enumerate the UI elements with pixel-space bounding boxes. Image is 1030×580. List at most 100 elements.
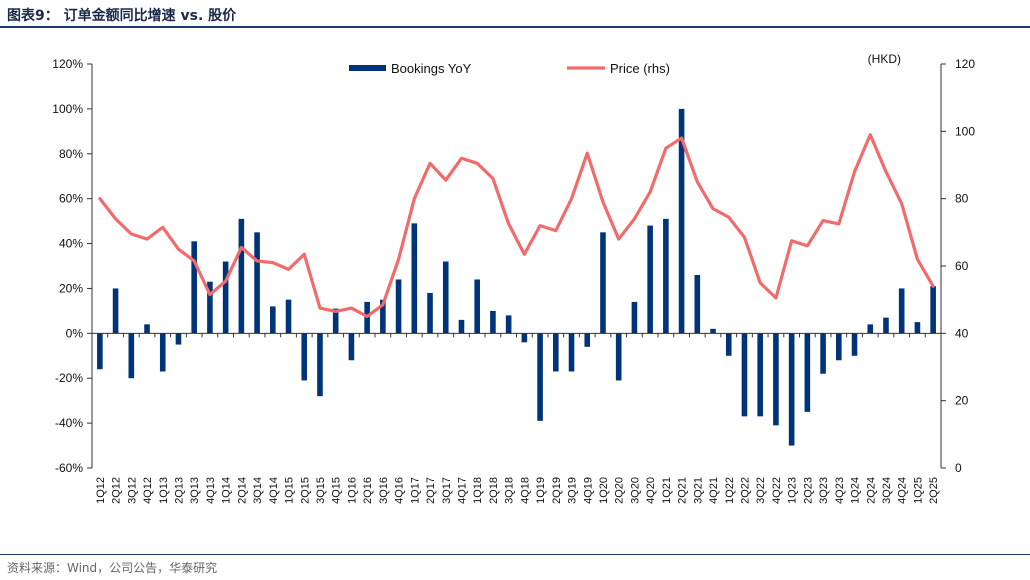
right-axis-tick-label: 120: [955, 57, 975, 71]
category-label: 3Q14: [252, 477, 264, 504]
category-label: 1Q24: [850, 477, 862, 504]
bar-bookings-yoy: [773, 333, 779, 426]
category-label: 2Q22: [739, 477, 751, 504]
category-label: 2Q13: [173, 477, 185, 504]
left-axis-tick-label: 80%: [59, 147, 83, 161]
right-axis-tick-label: 100: [955, 124, 975, 138]
left-axis-tick-label: 120%: [52, 57, 83, 71]
bar-bookings-yoy: [804, 333, 811, 412]
category-label: 3Q19: [567, 477, 579, 504]
bar-bookings-yoy: [159, 333, 166, 372]
figure-title: 图表9： 订单金额同比增速 vs. 股价: [7, 8, 237, 24]
bar-bookings-yoy: [348, 333, 355, 361]
bar-bookings-yoy: [97, 333, 103, 370]
category-label: 4Q15: [331, 477, 343, 504]
bar-bookings-yoy: [584, 333, 591, 347]
category-label: 3Q12: [126, 477, 138, 504]
category-label: 4Q14: [268, 477, 280, 504]
category-label: 4Q23: [834, 477, 846, 504]
source-note: 资料来源：Wind，公司公告，华泰研究: [7, 561, 218, 575]
right-axis-unit-label: (HKD): [868, 52, 901, 66]
category-label: 1Q14: [221, 477, 233, 504]
bar-bookings-yoy: [741, 333, 748, 417]
bookings-vs-price-chart: -60% -40% -20% 0% 20% 40% 60% 80% 100% 120% 0 20 40 6…: [52, 52, 975, 504]
bar-bookings-yoy: [490, 310, 496, 334]
category-label: 2Q18: [488, 477, 500, 504]
bar-bookings-yoy: [851, 333, 858, 356]
bar-bookings-yoy: [505, 315, 512, 334]
category-label: 2Q17: [425, 477, 437, 504]
category-label: 1Q19: [535, 477, 547, 504]
legend-swatch-bookings: [349, 65, 386, 71]
bar-bookings-yoy: [222, 261, 229, 334]
bar-bookings-yoy: [301, 333, 308, 381]
bar-bookings-yoy: [930, 286, 936, 334]
bar-bookings-yoy: [380, 299, 386, 334]
bar-bookings-yoy: [757, 333, 763, 417]
category-label: 2Q14: [236, 477, 248, 504]
category-label: 2Q25: [928, 477, 940, 504]
category-label: 2Q24: [865, 477, 877, 504]
category-label: 4Q22: [771, 477, 783, 504]
bar-bookings-yoy: [144, 324, 150, 334]
category-label: 2Q15: [299, 477, 311, 504]
bar-bookings-yoy: [521, 333, 528, 343]
category-label: 4Q17: [456, 477, 468, 504]
category-label: 2Q21: [677, 477, 689, 504]
category-label: 3Q23: [818, 477, 830, 504]
category-label: 1Q20: [598, 477, 610, 504]
title-rule: [0, 26, 1030, 28]
category-label: 2Q16: [362, 477, 374, 504]
category-label: 3Q15: [315, 477, 327, 504]
bar-bookings-yoy: [600, 232, 606, 334]
category-label: 1Q18: [472, 477, 484, 504]
category-label: 3Q18: [504, 477, 516, 504]
right-axis-tick-label: 80: [955, 192, 969, 206]
bar-bookings-yoy: [663, 218, 669, 334]
bar-bookings-yoy: [678, 108, 685, 334]
bar-bookings-yoy: [395, 279, 402, 334]
left-axis-tick-label: -40%: [55, 416, 83, 430]
right-axis-tick-label: 20: [955, 394, 969, 408]
category-label: 1Q22: [724, 477, 736, 504]
left-axis-tick-label: -20%: [55, 371, 83, 385]
category-label: 2Q19: [551, 477, 563, 504]
category-label: 1Q23: [787, 477, 799, 504]
category-label: 2Q20: [614, 477, 626, 504]
right-axis-tick-label: 60: [955, 259, 969, 273]
left-axis-tick-label: 20%: [59, 281, 83, 295]
bar-bookings-yoy: [238, 218, 245, 334]
bar-bookings-yoy: [427, 292, 433, 334]
bar-bookings-yoy: [175, 333, 182, 345]
category-label: 4Q16: [394, 477, 406, 504]
category-label: 1Q13: [158, 477, 170, 504]
category-label: 1Q15: [284, 477, 296, 504]
category-label: 1Q17: [409, 477, 421, 504]
category-label: 1Q21: [661, 477, 673, 504]
right-axis-tick-label: 40: [955, 326, 969, 340]
category-label: 1Q16: [346, 477, 358, 504]
bar-bookings-yoy: [568, 333, 575, 372]
bar-bookings-yoy: [898, 288, 905, 334]
bar-bookings-yoy: [128, 333, 135, 379]
bar-bookings-yoy: [615, 333, 622, 381]
category-label: 4Q20: [645, 477, 657, 504]
bar-bookings-yoy: [442, 261, 449, 334]
bar-bookings-yoy: [867, 324, 874, 334]
bar-bookings-yoy: [537, 333, 543, 421]
bar-bookings-yoy: [317, 333, 323, 397]
bar-bookings-yoy: [694, 274, 701, 334]
category-label: 1Q12: [95, 477, 107, 504]
bar-bookings-yoy: [474, 279, 480, 334]
source-rule: [0, 554, 1030, 555]
bar-bookings-yoy: [458, 319, 465, 334]
category-label: 4Q13: [205, 477, 217, 504]
left-axis-tick-label: 40%: [59, 237, 83, 251]
category-label: 2Q12: [111, 477, 123, 504]
left-axis-tick-label: -60%: [55, 461, 83, 475]
left-axis-tick-label: 0%: [66, 326, 84, 340]
bar-bookings-yoy: [254, 232, 260, 334]
bar-bookings-yoy: [270, 306, 276, 334]
bar-bookings-yoy: [647, 225, 653, 334]
category-label: 3Q13: [189, 477, 201, 504]
